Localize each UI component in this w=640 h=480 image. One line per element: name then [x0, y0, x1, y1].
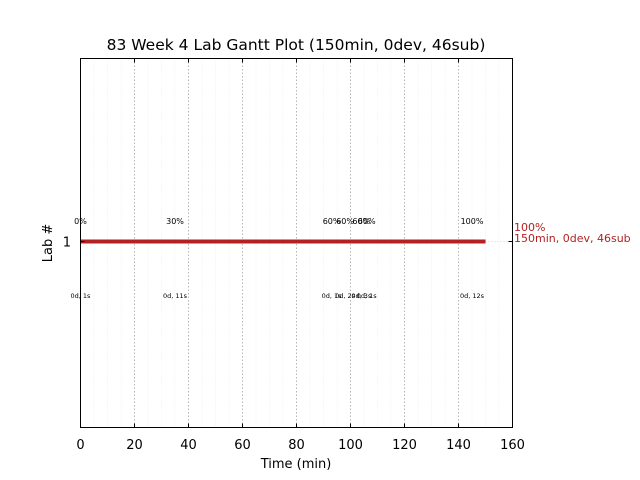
progress-percent-label: 100% — [461, 217, 484, 226]
progress-submission-label: 0d, 3s — [351, 292, 372, 300]
progress-percent-label: 60% — [323, 217, 341, 226]
x-tick-label: 20 — [126, 438, 143, 453]
end-percent-label: 100% — [514, 221, 545, 234]
x-tick-label: 160 — [500, 438, 525, 453]
x-axis-ticks: 0 20 40 60 80 100 120 140 160 — [76, 58, 525, 453]
x-axis-label: Time (min) — [260, 457, 332, 472]
progress-percent-label: 60% — [352, 217, 370, 226]
y-tick-label: 1 — [63, 236, 71, 251]
progress-percent-label: 60% — [358, 217, 376, 226]
progress-percent-label: 60% — [336, 217, 354, 226]
progress-submission-label: 0d, 1s — [322, 292, 343, 300]
progress-submission-label: 0d, 11s — [163, 292, 188, 300]
x-tick-label: 140 — [446, 438, 471, 453]
x-tick-label: 40 — [180, 438, 197, 453]
x-tick-label: 100 — [338, 438, 363, 453]
progress-submission-label: 0d, 12s — [460, 292, 485, 300]
x-tick-label: 120 — [392, 438, 417, 453]
x-tick-label: 60 — [234, 438, 251, 453]
end-summary-label: 150min, 0dev, 46sub — [514, 232, 631, 245]
chart-title: 83 Week 4 Lab Gantt Plot (150min, 0dev, … — [107, 36, 486, 54]
y-axis-label: Lab # — [41, 224, 56, 263]
progress-percent-label: 30% — [166, 217, 184, 226]
x-tick-label: 80 — [288, 438, 305, 453]
progress-submission-label: 0d, 1s — [357, 292, 378, 300]
progress-submission-label: 0d, 2s — [335, 292, 356, 300]
x-tick-label: 0 — [76, 438, 84, 453]
y-axis-ticks: 1 — [63, 236, 513, 251]
